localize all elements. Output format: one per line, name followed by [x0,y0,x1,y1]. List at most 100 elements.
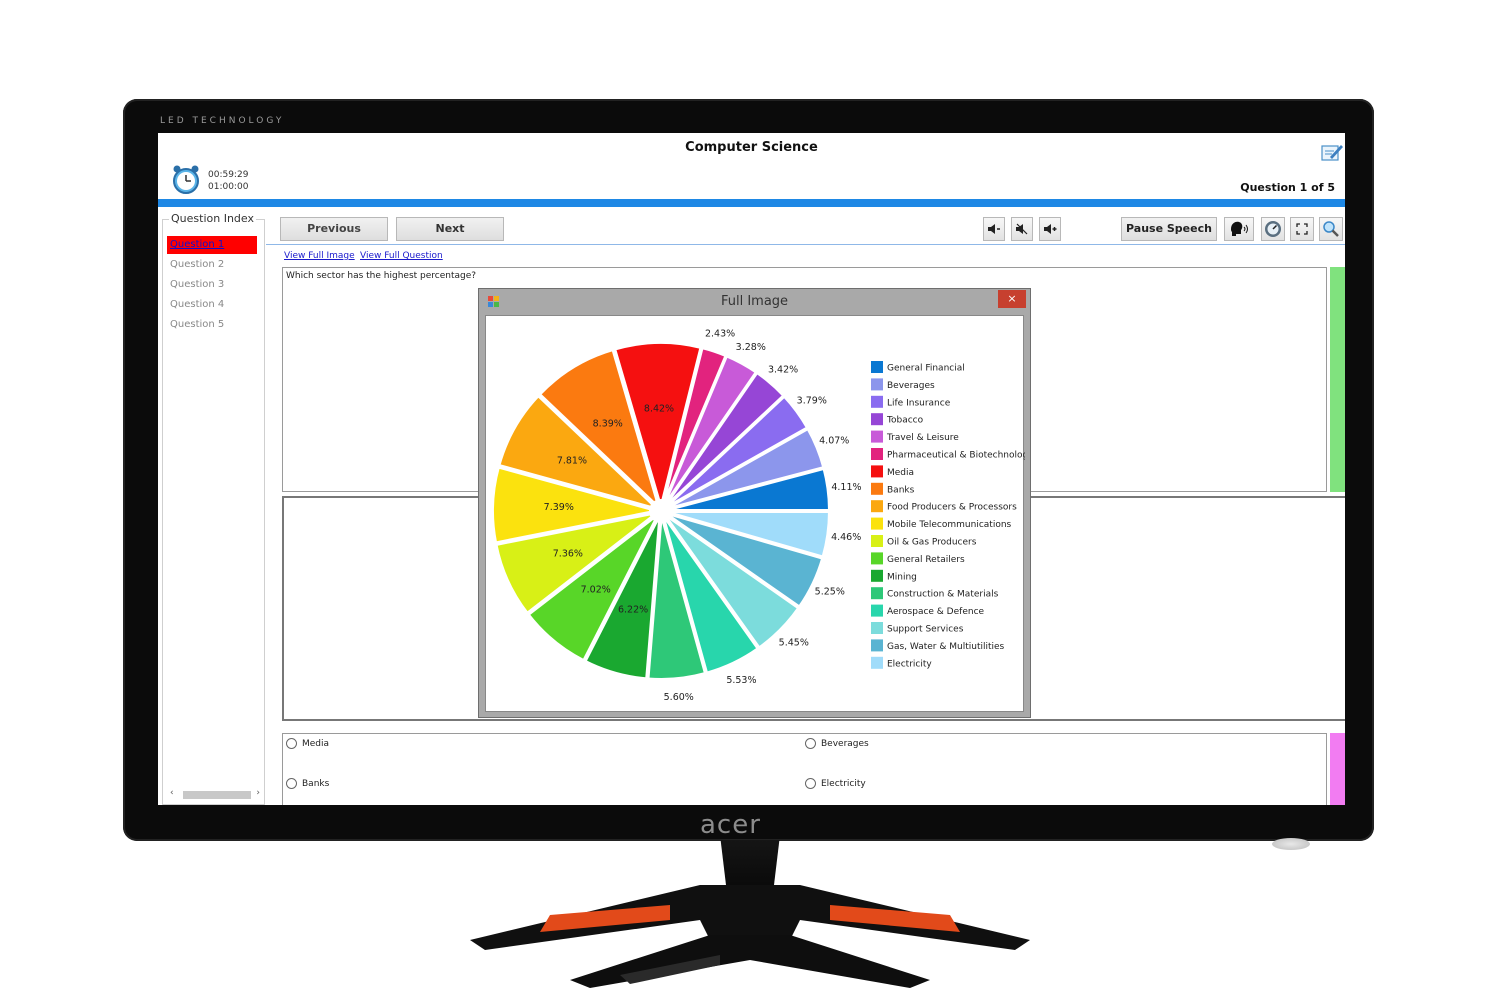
pie-label-15: 5.53% [726,675,756,686]
legend-label-5: Travel & Leisure [886,433,959,443]
pause-speech-button[interactable]: Pause Speech [1121,217,1217,241]
pie-label-3: 3.79% [797,395,827,406]
pie-label-17: 5.25% [815,587,845,598]
pie-slice-10 [491,465,658,545]
question-index-item-2[interactable]: Question 2 [170,259,225,270]
pie-label-11: 7.36% [553,548,583,559]
dialog-close-button[interactable]: × [998,290,1026,308]
legend-swatch-15 [871,604,883,617]
volume-up-button[interactable] [1039,217,1061,241]
legend-label-15: Aerospace & Defence [887,607,985,617]
edit-notepad-icon[interactable] [1320,141,1344,165]
question-speak-strip[interactable]: ◀) [1330,267,1345,492]
legend-swatch-18 [871,656,883,669]
legend-swatch-14 [871,587,883,600]
speak-button[interactable] [1224,217,1254,241]
legend-label-18: Electricity [887,659,932,669]
pie-label-1: 4.11% [831,482,861,493]
option-1[interactable]: Media [286,738,329,749]
window-app-icon [488,296,499,307]
legend-swatch-17 [871,639,883,652]
scroll-right-icon[interactable]: › [256,788,260,798]
option-1-radio[interactable] [286,738,297,749]
scroll-thumb[interactable] [183,791,251,799]
options-speak-strip[interactable]: ◀) [1330,733,1345,805]
zoom-button[interactable] [1319,217,1343,241]
legend-label-11: Oil & Gas Producers [887,538,977,548]
question-index-item-3[interactable]: Question 3 [170,279,225,290]
view-full-question-link[interactable]: View Full Question [360,251,443,261]
timer-elapsed: 00:59:29 [208,170,249,180]
legend-swatch-5 [871,430,883,443]
application-screen: Computer Science 00:59:29 01:00:00 Quest… [158,133,1345,805]
pie-center [649,499,673,523]
scroll-left-icon[interactable]: ‹ [170,788,174,798]
question-index-item-5[interactable]: Question 5 [170,319,225,330]
option-4-radio[interactable] [805,778,816,789]
alarm-clock-icon [173,165,199,194]
pie-slice-11 [494,510,659,616]
legend-label-14: Construction & Materials [887,590,999,600]
mute-button[interactable] [1011,217,1033,241]
question-index-item-4[interactable]: Question 4 [170,299,225,310]
legend-swatch-4 [871,413,883,426]
pie-label-8: 8.39% [593,419,623,430]
option-2-radio[interactable] [805,738,816,749]
pie-label-6: 2.43% [705,329,735,340]
pie-slice-8 [537,347,663,513]
option-4-label: Electricity [821,778,866,789]
legend-label-17: Gas, Water & Multiutilities [887,642,1005,652]
legend-label-3: Life Insurance [887,398,951,408]
pie-label-18: 4.46% [831,532,861,543]
question-index-item-1[interactable]: Question 1 [167,236,257,254]
pie-label-13: 6.22% [618,604,648,615]
option-3-label: Banks [302,778,330,789]
legend-label-9: Food Producers & Processors [887,503,1017,513]
legend-swatch-2 [871,378,883,391]
speed-button[interactable] [1261,217,1285,241]
option-2[interactable]: Beverages [805,738,869,749]
index-horizontal-scrollbar[interactable]: ‹ › [167,788,263,802]
fullscreen-button[interactable] [1290,217,1314,241]
pie-slice-12 [526,512,661,663]
legend-label-4: Tobacco [886,416,924,426]
pie-label-9: 7.81% [557,456,587,467]
volume-up-icon [1044,224,1057,234]
header-divider [158,199,1345,207]
legend-label-10: Mobile Telecommunications [887,520,1012,530]
legend-swatch-16 [871,622,883,634]
pie-label-10: 7.39% [544,502,574,513]
view-full-image-link[interactable]: View Full Image [284,251,355,261]
legend-swatch-12 [871,552,883,565]
legend-label-13: Mining [887,572,917,582]
option-2-label: Beverages [821,738,869,749]
option-3-radio[interactable] [286,778,297,789]
legend-label-6: Pharmaceutical & Biotechnology [887,451,1025,461]
legend-swatch-7 [871,465,883,478]
legend-label-16: Support Services [887,625,964,635]
pie-label-7: 8.42% [644,404,674,415]
legend-swatch-1 [871,361,883,373]
question-counter: Question 1 of 5 [1240,181,1335,194]
dialog-body: 4.11% 4.07% 3.79% 3.42% 3.28% 2.43% 8.42% 8.39%… [485,315,1025,712]
mute-icon [1016,223,1028,235]
legend-swatch-13 [871,569,883,582]
timer: 00:59:29 01:00:00 [208,169,248,193]
magnifier-icon [1323,221,1339,237]
pie-chart: 4.11% 4.07% 3.79% 3.42%3.28%2.43% 8.42% 8.39%… [491,329,1025,703]
monitor-stand-base [470,885,1030,988]
option-3[interactable]: Banks [286,778,329,789]
previous-button[interactable]: Previous [280,217,388,241]
option-4[interactable]: Electricity [805,778,866,789]
question-index-title: Question Index [169,212,256,225]
fullscreen-icon [1296,223,1308,235]
next-button[interactable]: Next [396,217,504,241]
legend-label-8: Banks [887,485,915,495]
legend-label-7: Media [887,468,914,478]
volume-down-button[interactable] [983,217,1005,241]
pie-label-14: 5.60% [664,692,694,703]
pie-label-12: 7.02% [581,585,611,596]
pie-label-4: 3.42% [768,364,798,375]
question-text: Which sector has the highest percentage? [286,271,477,281]
